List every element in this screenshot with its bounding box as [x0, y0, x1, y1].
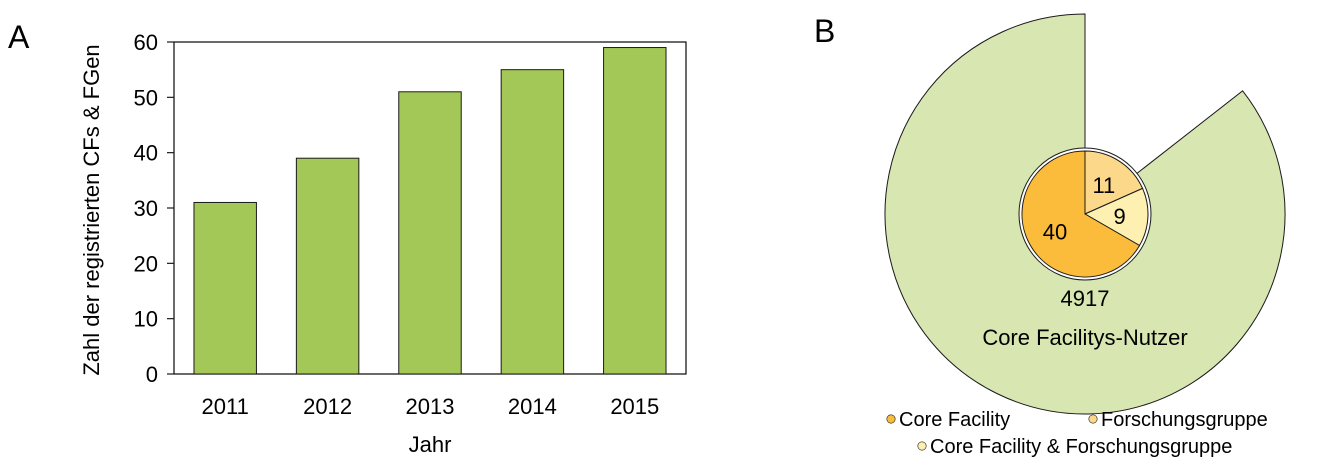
pie-slice-label: 40: [1043, 219, 1067, 244]
legend-marker-core-facility: [886, 414, 896, 424]
legend-marker-forschungsgruppe: [1088, 414, 1098, 424]
y-axis: 0 10 20 30 40 50 60: [134, 30, 174, 387]
legend-label-core-facility-forschungsgruppe: Core Facility & Forschungsgruppe: [930, 436, 1232, 458]
panel-label-a: A: [8, 19, 30, 55]
pie-slice: [1084, 150, 1144, 215]
y-tick-label: 40: [134, 141, 158, 166]
y-tick-label: 20: [134, 251, 158, 276]
legend-label-forschungsgruppe: Forschungsgruppe: [1101, 409, 1268, 431]
outer-ring-value: 4917: [1061, 286, 1110, 311]
y-axis-label: Zahl der registrierten CFs & FGen: [79, 44, 104, 375]
x-axis-label: Jahr: [409, 432, 452, 457]
pie-slice: [1083, 187, 1149, 247]
y-tick-label: 10: [134, 307, 158, 332]
y-tick-label: 50: [134, 85, 158, 110]
pie-chart: 11 9 40 4917 Core Facilitys-Nutzer: [884, 13, 1286, 415]
x-tick-label: 2015: [610, 394, 659, 419]
pie-slices: [1021, 150, 1149, 278]
bars: [193, 47, 667, 375]
x-tick-label: 2012: [303, 394, 352, 419]
y-tick-label: 30: [134, 196, 158, 221]
x-tick-label: 2014: [508, 394, 557, 419]
bar-2015: [603, 47, 667, 375]
y-tick-label: 0: [146, 362, 158, 387]
x-axis: 2011 2012 2013 2014 2015: [202, 394, 660, 419]
outer-ring-label: Core Facilitys-Nutzer: [982, 325, 1187, 350]
y-tick-label: 60: [134, 30, 158, 55]
legend-label-core-facility: Core Facility: [899, 409, 1010, 431]
bar-2013: [398, 91, 462, 375]
pie-slice: [1021, 150, 1141, 278]
x-tick-label: 2011: [202, 394, 249, 419]
bar-2011: [193, 201, 257, 375]
pie-labels: 11 9 40: [1043, 173, 1126, 244]
x-tick-label: 2013: [406, 394, 455, 419]
panel-label-b: B: [814, 13, 835, 49]
bar-2014: [500, 69, 565, 375]
pie-slice-label: 11: [1092, 173, 1115, 198]
pie-slice-label: 9: [1113, 204, 1125, 229]
legend: Core Facility Forschungsgruppe Core Faci…: [886, 409, 1268, 458]
bar-2012: [295, 157, 360, 375]
legend-marker-core-facility-forschungsgruppe: [917, 441, 927, 451]
